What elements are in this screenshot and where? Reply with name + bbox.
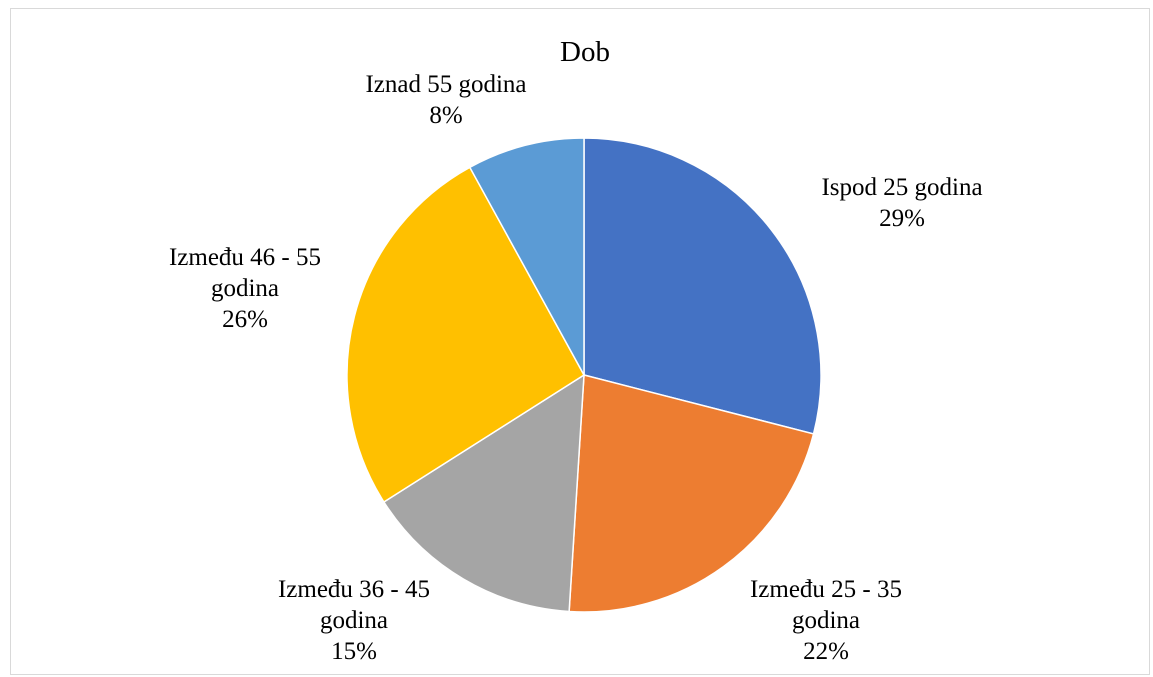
data-label-4: Između 46 - 55 godina 26%	[169, 244, 321, 333]
data-label-category: Ispod 25 godina	[821, 174, 982, 201]
pie-slice-4	[346, 166, 585, 504]
data-label-3: Između 36 - 45 godina 15%	[278, 576, 430, 665]
data-label-category: Između 36 - 45	[278, 576, 430, 603]
data-label-value: 26%	[222, 306, 268, 333]
pie-slice-2	[568, 374, 815, 613]
data-label-category: Između 25 - 35	[750, 576, 902, 603]
data-label-5: Iznad 55 godina 8%	[365, 71, 526, 129]
data-label-category: godina	[792, 607, 860, 634]
data-label-category: Između 46 - 55	[169, 244, 321, 271]
pie-slice-5	[468, 137, 585, 376]
slice-labels: Ispod 25 godina 29% Između 25 - 35 godina 22…	[169, 71, 983, 665]
data-label-value: 22%	[803, 638, 849, 665]
data-label-category: Iznad 55 godina	[365, 71, 526, 98]
data-label-category: godina	[211, 275, 279, 302]
chart-title: Dob	[560, 36, 610, 68]
pie-slice-1	[583, 137, 822, 435]
pie-slices	[346, 137, 822, 613]
pie-slice-3	[382, 373, 585, 613]
data-label-value: 15%	[331, 638, 377, 665]
data-label-category: godina	[320, 607, 388, 634]
data-label-value: 8%	[429, 102, 462, 129]
data-label-1: Ispod 25 godina 29%	[821, 174, 982, 232]
data-label-value: 29%	[879, 205, 925, 232]
data-label-2: Između 25 - 35 godina 22%	[750, 576, 902, 665]
